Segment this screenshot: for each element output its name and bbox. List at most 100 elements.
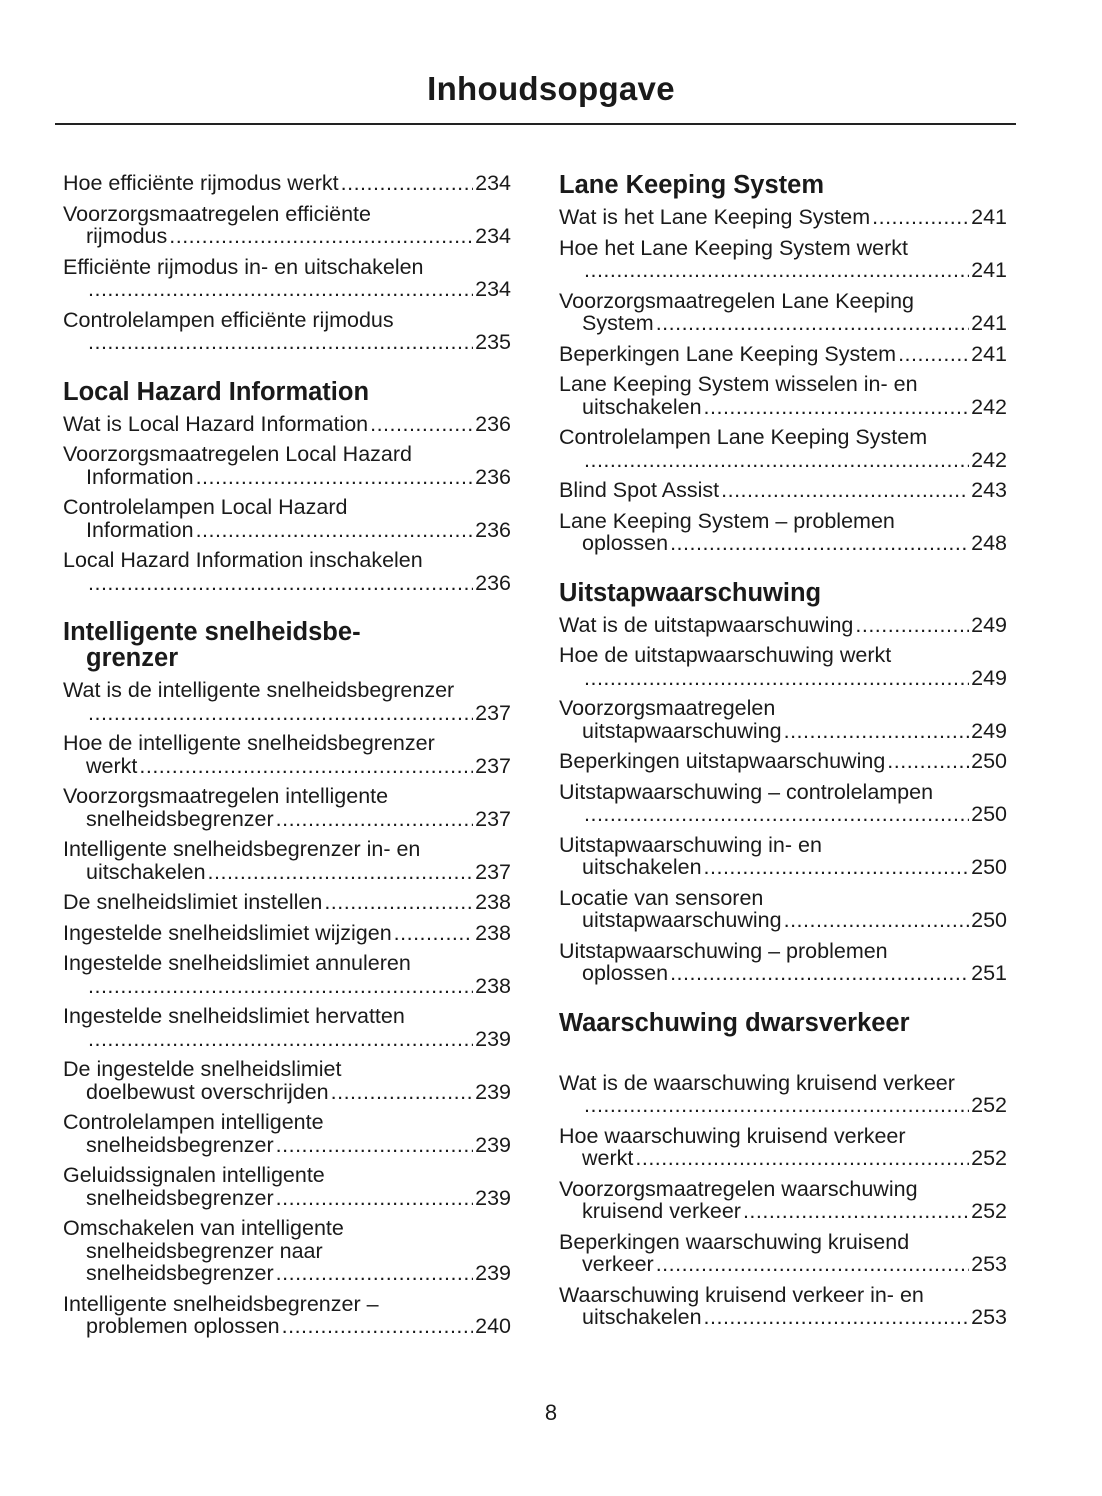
toc-entry[interactable]: Controlelampen intelligente snelheidsbegr… bbox=[63, 1111, 511, 1156]
dot-leader bbox=[784, 909, 970, 932]
toc-entry[interactable]: Controlelampen Lane Keeping System 242 bbox=[559, 426, 1007, 471]
entry-page-number[interactable]: 250 bbox=[971, 855, 1007, 879]
title-divider bbox=[55, 123, 1016, 125]
entry-page-number[interactable]: 241 bbox=[971, 311, 1007, 335]
toc-entry[interactable]: Voorzorgsmaatregelen intelligente snelhei… bbox=[63, 785, 511, 830]
entry-page-number[interactable]: 249 bbox=[971, 665, 1007, 690]
entry-text: Hoe efficiënte rijmodus werkt bbox=[63, 171, 339, 195]
entry-last-line: Beperkingen Lane Keeping System 241 bbox=[559, 341, 1007, 366]
toc-entry[interactable]: Wat is Local Hazard Information 236 bbox=[63, 411, 511, 436]
entry-page-number[interactable]: 249 bbox=[971, 718, 1007, 743]
entry-page-number[interactable]: 237 bbox=[475, 806, 511, 831]
toc-entry[interactable]: Hoe het Lane Keeping System werkt 241 bbox=[559, 236, 1007, 282]
entry-text: Uitstapwaarschuwing – problemen bbox=[559, 938, 888, 963]
toc-entry[interactable]: Local Hazard Information inschakelen 236 bbox=[63, 549, 511, 594]
entry-text: Efficiënte rijmodus in- en uitschakelen bbox=[63, 254, 424, 279]
entry-page-number[interactable]: 243 bbox=[971, 478, 1007, 502]
entry-page-number[interactable]: 237 bbox=[475, 859, 511, 884]
entry-page-number[interactable]: 252 bbox=[971, 1146, 1007, 1170]
toc-entry[interactable]: Ingestelde snelheidslimiet wijzigen 238 bbox=[63, 920, 511, 945]
entry-page-number[interactable]: 241 bbox=[971, 341, 1007, 366]
toc-entry[interactable]: Beperkingen uitstapwaarschuwing 250 bbox=[559, 750, 1007, 773]
entry-page-number[interactable]: 239 bbox=[475, 1185, 511, 1210]
entry-page-number[interactable]: 236 bbox=[475, 411, 511, 436]
entry-page-number[interactable]: 238 bbox=[475, 973, 511, 998]
entry-page-number[interactable]: 253 bbox=[971, 1305, 1007, 1329]
entry-last-line: uitschakelen 253 bbox=[559, 1306, 1007, 1329]
toc-entry[interactable]: Hoe de uitstapwaarschuwing werkt 249 bbox=[559, 644, 1007, 689]
toc-entry[interactable]: Efficiënte rijmodus in- en uitschakelen 2… bbox=[63, 254, 511, 301]
toc-entry[interactable]: Ingestelde snelheidslimiet hervatten 239 bbox=[63, 1005, 511, 1050]
entry-page-number[interactable]: 249 bbox=[971, 612, 1007, 637]
entry-page-number[interactable]: 236 bbox=[475, 570, 511, 595]
toc-entry[interactable]: Wat is de intelligente snelheidsbegrenze… bbox=[63, 679, 511, 724]
dot-leader bbox=[584, 449, 969, 472]
entry-page-number[interactable]: 238 bbox=[475, 920, 511, 945]
toc-entry[interactable]: Omschakelen van intelligente snelheidsbeg… bbox=[63, 1217, 511, 1285]
section-heading-line: Intelligente snelheidsbe- bbox=[63, 618, 361, 646]
entry-page-number[interactable]: 236 bbox=[475, 517, 511, 542]
entry-text: Wat is de uitstapwaarschuwing bbox=[559, 612, 854, 637]
entry-page-number[interactable]: 248 bbox=[971, 531, 1007, 555]
dot-leader bbox=[887, 750, 969, 773]
entry-page-number[interactable]: 250 bbox=[971, 749, 1007, 773]
toc-entry[interactable]: Wat is het Lane Keeping System 241 bbox=[559, 206, 1007, 229]
entry-page-number[interactable]: 234 bbox=[475, 171, 511, 195]
toc-entry[interactable]: Intelligente snelheidsbegrenzer – problem… bbox=[63, 1292, 511, 1338]
toc-entry[interactable]: Intelligente snelheidsbegrenzer in- en ui… bbox=[63, 838, 511, 883]
toc-entry[interactable]: Ingestelde snelheidslimiet annuleren 238 bbox=[63, 952, 511, 997]
toc-entry[interactable]: Blind Spot Assist 243 bbox=[559, 479, 1007, 502]
entry-page-number[interactable]: 250 bbox=[971, 908, 1007, 932]
entry-text: Information bbox=[86, 464, 194, 489]
toc-entry[interactable]: Geluidssignalen intelligente snelheidsbeg… bbox=[63, 1164, 511, 1209]
toc-entry[interactable]: Hoe efficiënte rijmodus werkt 234 bbox=[63, 172, 511, 195]
entry-page-number[interactable]: 240 bbox=[475, 1314, 511, 1338]
entry-page-number[interactable]: 237 bbox=[475, 700, 511, 725]
toc-entry[interactable]: Beperkingen Lane Keeping System 241 bbox=[559, 341, 1007, 366]
entry-page-number[interactable]: 237 bbox=[475, 753, 511, 778]
entry-page-number[interactable]: 234 bbox=[475, 224, 511, 248]
entry-page-number[interactable]: 238 bbox=[475, 890, 511, 914]
toc-entry[interactable]: Lane Keeping System wisselen in- en uitsc… bbox=[559, 373, 1007, 418]
dot-leader bbox=[88, 975, 473, 998]
entry-page-number[interactable]: 242 bbox=[971, 394, 1007, 419]
entry-text: Locatie van sensoren bbox=[559, 885, 764, 910]
toc-entry[interactable]: Uitstapwaarschuwing – controlelampen 250 bbox=[559, 780, 1007, 826]
entry-page-number[interactable]: 241 bbox=[971, 205, 1007, 229]
entry-page-number[interactable]: 251 bbox=[971, 961, 1007, 985]
toc-entry[interactable]: De ingestelde snelheidslimiet doelbewust … bbox=[63, 1058, 511, 1103]
entry-text: Blind Spot Assist bbox=[559, 478, 720, 502]
entry-page-number[interactable]: 250 bbox=[971, 802, 1007, 826]
entry-page-number[interactable]: 236 bbox=[475, 464, 511, 489]
dot-leader bbox=[276, 1134, 473, 1157]
entry-page-number[interactable]: 252 bbox=[971, 1199, 1007, 1223]
entry-page-number[interactable]: 234 bbox=[475, 277, 511, 301]
entry-page-number[interactable]: 239 bbox=[475, 1261, 511, 1285]
toc-entry[interactable]: Controlelampen efficiënte rijmodus 235 bbox=[63, 308, 511, 354]
toc-entry[interactable]: Voorzorgsmaatregelen waarschuwing kruisen… bbox=[559, 1177, 1007, 1223]
entry-page-number[interactable]: 253 bbox=[971, 1252, 1007, 1276]
entry-page-number[interactable]: 239 bbox=[475, 1026, 511, 1051]
entry-page-number[interactable]: 235 bbox=[475, 330, 511, 354]
entry-page-number[interactable]: 252 bbox=[971, 1093, 1007, 1117]
toc-entry[interactable]: De snelheidslimiet instellen 238 bbox=[63, 891, 511, 914]
toc-entry[interactable]: Waarschuwing kruisend verkeer in- en uits… bbox=[559, 1283, 1007, 1329]
toc-entry[interactable]: Wat is de uitstapwaarschuwing 249 bbox=[559, 612, 1007, 637]
entry-page-number[interactable]: 239 bbox=[475, 1132, 511, 1157]
toc-entry[interactable]: Wat is de waarschuwing kruisend verkeer 2… bbox=[559, 1071, 1007, 1117]
toc-entry[interactable]: Hoe de intelligente snelheidsbegrenzer we… bbox=[63, 732, 511, 777]
entry-page-number[interactable]: 242 bbox=[971, 447, 1007, 472]
toc-entry[interactable]: Voorzorgsmaatregelen Local Hazard Informa… bbox=[63, 443, 511, 488]
entry-page-number[interactable]: 241 bbox=[971, 258, 1007, 282]
entry-page-number[interactable]: 239 bbox=[475, 1079, 511, 1104]
toc-entry[interactable]: Beperkingen waarschuwing kruisend verkeer… bbox=[559, 1230, 1007, 1276]
